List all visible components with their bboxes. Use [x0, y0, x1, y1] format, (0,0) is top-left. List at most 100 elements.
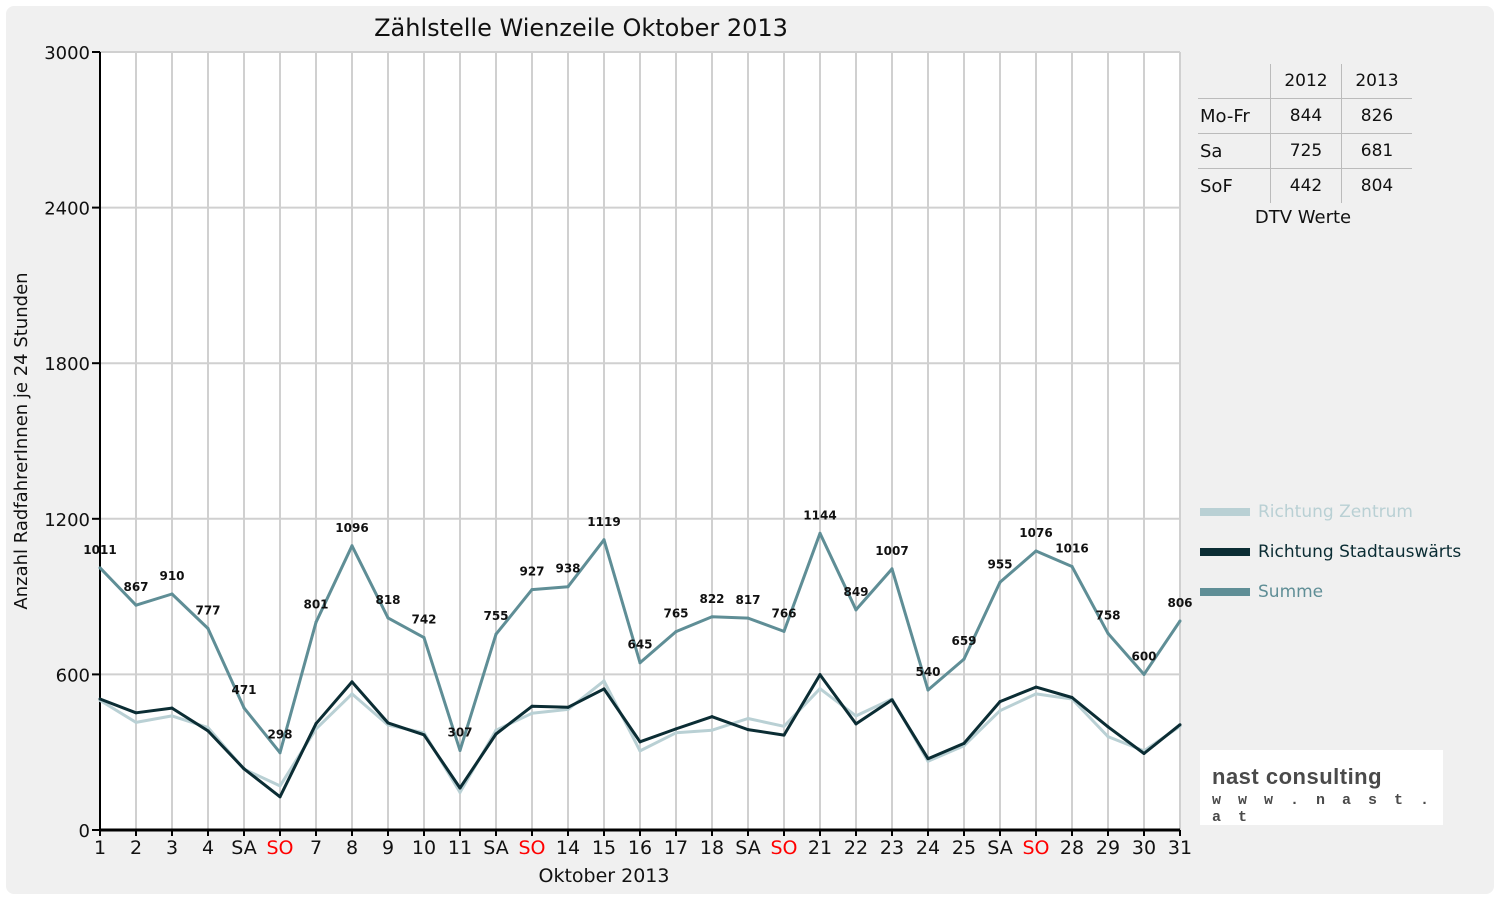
data-label: 307 [447, 725, 472, 739]
data-point [170, 592, 174, 596]
data-point [602, 679, 606, 683]
data-point [98, 697, 102, 701]
x-tick-label: 11 [448, 837, 472, 859]
dtv-table: 2012 2013 Mo-Fr 844 826 Sa 725 681 SoF 4… [1198, 64, 1412, 228]
data-point [566, 585, 570, 589]
data-point [530, 588, 534, 592]
series-lines [98, 531, 1182, 799]
x-tick-label: 18 [700, 837, 724, 859]
data-point [278, 784, 282, 788]
data-point [746, 716, 750, 720]
data-label: 471 [231, 683, 256, 697]
data-point [206, 626, 210, 630]
dtv-cell: 725 [1270, 133, 1342, 169]
data-label: 938 [555, 562, 580, 576]
data-point [422, 733, 426, 737]
data-point [494, 728, 498, 732]
company-logo: nast consulting w w w . n a s t . a t [1200, 750, 1443, 826]
legend-swatch [1200, 548, 1250, 556]
x-tick-label: 15 [592, 837, 616, 859]
legend-label: Summe [1258, 582, 1324, 602]
dtv-corner [1198, 64, 1271, 99]
x-tick-label: 23 [880, 837, 904, 859]
x-tick-label: 16 [628, 837, 652, 859]
data-point [890, 567, 894, 571]
data-point [314, 620, 318, 624]
x-tick-label: 22 [844, 837, 868, 859]
x-tick-label: 24 [916, 837, 940, 859]
data-point [458, 790, 462, 794]
x-tick-label: 30 [1132, 837, 1156, 859]
legend-item: Richtung Stadtauswärts [1200, 532, 1461, 572]
data-point [710, 728, 714, 732]
legend: Richtung Zentrum Richtung Stadtauswärts … [1200, 492, 1461, 612]
data-point [962, 741, 966, 745]
legend-swatch [1200, 508, 1250, 516]
data-label: 806 [1167, 596, 1192, 610]
data-point [1034, 692, 1038, 696]
data-label: 1007 [875, 544, 908, 558]
data-point [494, 632, 498, 636]
legend-item: Summe [1200, 572, 1461, 612]
data-label: 777 [195, 603, 220, 617]
data-point [638, 749, 642, 753]
x-tick-label: 31 [1168, 837, 1192, 859]
data-point [998, 700, 1002, 704]
data-label: 1016 [1055, 542, 1088, 556]
data-point [674, 630, 678, 634]
x-tick-label: 9 [382, 837, 394, 859]
data-point [494, 732, 498, 736]
data-point [890, 698, 894, 702]
data-labels: 1011 867 910 777 471 298 801 1096 818 742 307 755 92… [83, 508, 1192, 741]
data-label: 817 [735, 593, 760, 607]
data-label: 1119 [587, 515, 620, 529]
data-point [134, 711, 138, 715]
data-point [818, 673, 822, 677]
x-tick-label: SA [231, 837, 256, 859]
data-point [170, 706, 174, 710]
data-point [710, 615, 714, 619]
data-point [98, 566, 102, 570]
y-tick-label: 0 [79, 821, 90, 842]
data-label: 1076 [1019, 526, 1052, 540]
data-point [350, 692, 354, 696]
data-label: 755 [483, 609, 508, 623]
data-point [1070, 565, 1074, 569]
data-point [926, 757, 930, 761]
x-tick-label: 8 [346, 837, 358, 859]
data-point [1178, 723, 1182, 727]
x-axis-label: Oktober 2013 [539, 865, 670, 887]
data-label: 758 [1095, 608, 1120, 622]
x-tick-label: SA [987, 837, 1012, 859]
data-point [602, 687, 606, 691]
data-label: 1011 [83, 543, 116, 557]
logo-url: w w w . n a s t . a t [1212, 792, 1434, 826]
data-point [206, 729, 210, 733]
x-tick-label: SO [1022, 837, 1049, 859]
data-label: 927 [519, 565, 544, 579]
data-point [962, 657, 966, 661]
data-point [782, 629, 786, 633]
data-label: 955 [987, 557, 1012, 571]
data-label: 867 [123, 580, 148, 594]
chart-title: Zählstelle Wienzeile Oktober 2013 [374, 14, 788, 42]
data-point [782, 724, 786, 728]
data-point [206, 726, 210, 730]
x-tick-label: 17 [664, 837, 688, 859]
data-label: 645 [627, 638, 652, 652]
data-point [386, 616, 390, 620]
y-tick-label: 1800 [44, 354, 90, 375]
x-tick-label: 21 [808, 837, 832, 859]
dtv-caption: DTV Werte [1254, 207, 1352, 228]
x-tick-label: SA [735, 837, 760, 859]
data-point [530, 704, 534, 708]
data-point [1106, 725, 1110, 729]
x-tick-label: 7 [310, 837, 322, 859]
data-label: 822 [699, 592, 724, 606]
x-tick-label: 10 [412, 837, 436, 859]
legend-swatch [1200, 588, 1250, 596]
data-point [638, 661, 642, 665]
legend-label: Richtung Zentrum [1258, 502, 1413, 522]
